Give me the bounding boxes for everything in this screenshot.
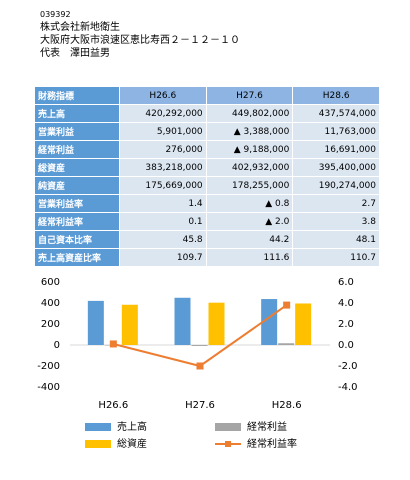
bar (261, 299, 278, 345)
cell: 178,255,000 (206, 177, 293, 194)
table-row: 売上高 420,292,000 449,802,000 437,574,000 (35, 105, 379, 122)
marker (283, 301, 291, 309)
y-tick-label: -400 (37, 382, 60, 393)
cell: ▲ 2.0 (206, 213, 293, 230)
cell: 437,574,000 (293, 105, 379, 122)
cell: 48.1 (293, 231, 379, 248)
cell: 1.4 (120, 195, 206, 212)
marker (196, 362, 204, 370)
cell: 276,000 (120, 141, 206, 158)
cell: 5,901,000 (120, 123, 206, 140)
column-header: H27.6 (206, 87, 293, 104)
y-tick-label: 400 (41, 298, 60, 309)
cell: 2.7 (293, 195, 379, 212)
table-row: 営業利益率 1.4 ▲ 0.8 2.7 (35, 195, 379, 212)
bar (295, 303, 312, 345)
table-row: 自己資本比率 45.8 44.2 48.1 (35, 231, 379, 248)
bar (278, 343, 295, 345)
y2-tick-label: 4.0 (338, 298, 354, 309)
bar (87, 300, 104, 345)
row-label: 売上高 (35, 105, 119, 122)
column-header: 財務指標 (35, 87, 119, 104)
y2-tick-label: 2.0 (338, 319, 354, 330)
y-tick-label: 600 (41, 277, 60, 288)
row-label: 経常利益 (35, 141, 119, 158)
header-row: 財務指標 H26.6 H27.6 H28.6 (35, 87, 379, 104)
row-label: 純資産 (35, 177, 119, 194)
x-tick-label: H28.6 (272, 400, 302, 411)
cell: 402,932,000 (206, 159, 293, 176)
y-tick-label: 0 (54, 340, 60, 351)
cell: 111.6 (206, 249, 293, 266)
cell: 383,218,000 (120, 159, 206, 176)
legend-swatch (85, 440, 111, 448)
y-tick-label: 200 (41, 319, 60, 330)
y-tick-label: -200 (37, 361, 60, 372)
bar (208, 302, 225, 345)
y2-tick-label: 0.0 (338, 340, 354, 351)
legend-label: 経常利益 (247, 420, 287, 433)
y2-tick-label: -4.0 (338, 382, 358, 393)
bar (174, 297, 191, 345)
cell: 0.1 (120, 213, 206, 230)
x-tick-label: H27.6 (185, 400, 215, 411)
cell: 16,691,000 (293, 141, 379, 158)
legend-label: 総資産 (117, 437, 147, 450)
cell: 420,292,000 (120, 105, 206, 122)
row-label: 総資産 (35, 159, 119, 176)
cell: 11,763,000 (293, 123, 379, 140)
legend-swatch (85, 423, 111, 431)
legend-label: 売上高 (117, 420, 147, 433)
cell: ▲ 3,388,000 (206, 123, 293, 140)
representative: 代表 澤田益男 (40, 48, 110, 59)
bar (191, 345, 208, 346)
table-row: 営業利益 5,901,000 ▲ 3,388,000 11,763,000 (35, 123, 379, 140)
cell: 395,400,000 (293, 159, 379, 176)
header: 039392 株式会社新地衛生 大阪府大阪市浪速区恵比寿西２－１２－１０ 代表 … (40, 8, 240, 60)
table-row: 純資産 175,669,000 178,255,000 190,274,000 (35, 177, 379, 194)
column-header: H26.6 (120, 87, 206, 104)
cell: 44.2 (206, 231, 293, 248)
legend-swatch (215, 423, 241, 431)
row-label: 営業利益 (35, 123, 119, 140)
company: 株式会社新地衛生 (40, 22, 120, 33)
bar (121, 304, 138, 345)
table-row: 経常利益 276,000 ▲ 9,188,000 16,691,000 (35, 141, 379, 158)
legend-swatch (225, 441, 231, 447)
marker (109, 340, 117, 348)
table-row: 売上高資産比率 109.7 111.6 110.7 (35, 249, 379, 266)
table-row: 経常利益率 0.1 ▲ 2.0 3.8 (35, 213, 379, 230)
row-label: 売上高資産比率 (35, 249, 119, 266)
column-header: H28.6 (293, 87, 379, 104)
cell: 449,802,000 (206, 105, 293, 122)
chart: -400 -200 0 200 400 600 -4.0 -2.0 0.0 2.0 4.0 6.0 H2… (37, 277, 358, 450)
code: 039392 (40, 10, 71, 19)
cell: 3.8 (293, 213, 379, 230)
y2-tick-label: -2.0 (338, 361, 358, 372)
address: 大阪府大阪市浪速区恵比寿西２－１２－１０ (40, 35, 240, 46)
row-label: 営業利益率 (35, 195, 119, 212)
cell: ▲ 9,188,000 (206, 141, 293, 158)
row-label: 自己資本比率 (35, 231, 119, 248)
cell: 109.7 (120, 249, 206, 266)
cell: ▲ 0.8 (206, 195, 293, 212)
table-row: 総資産 383,218,000 402,932,000 395,400,000 (35, 159, 379, 176)
cell: 45.8 (120, 231, 206, 248)
x-tick-label: H26.6 (98, 400, 128, 411)
cell: 175,669,000 (120, 177, 206, 194)
finance-table: 財務指標 H26.6 H27.6 H28.6 売上高 420,292,000 449,802… (34, 86, 380, 267)
row-label: 経常利益率 (35, 213, 119, 230)
legend-label: 経常利益率 (247, 437, 297, 450)
line (113, 304, 288, 368)
cell: 110.7 (293, 249, 379, 266)
y2-tick-label: 6.0 (338, 277, 354, 288)
cell: 190,274,000 (293, 177, 379, 194)
